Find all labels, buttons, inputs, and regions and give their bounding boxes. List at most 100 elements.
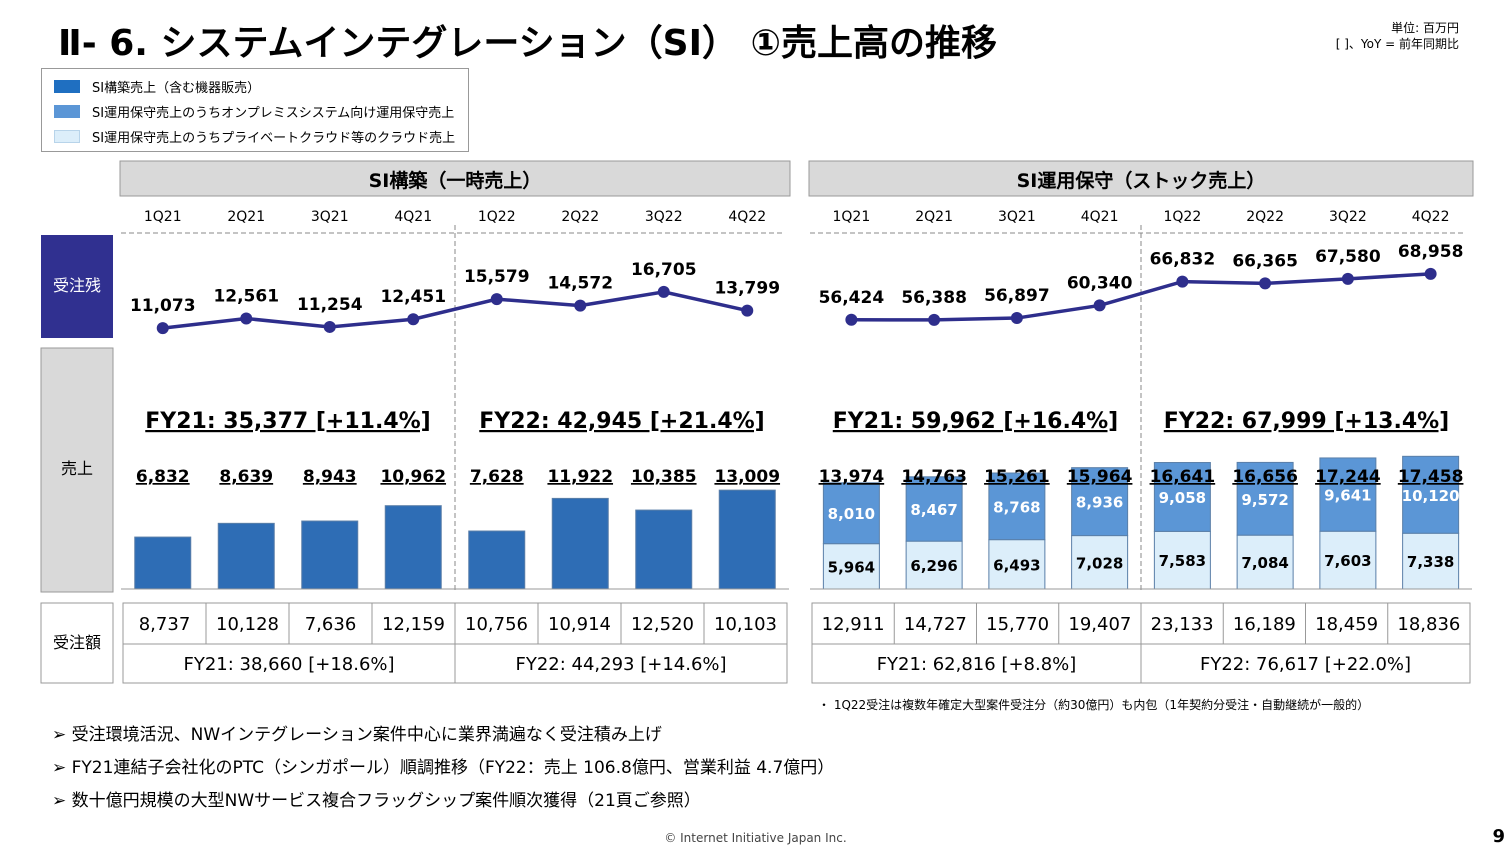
- si-build-quarter-label: 2Q22: [561, 209, 599, 225]
- si-maint-onprem-bar: [1071, 467, 1129, 537]
- si-build-total-label: 8,639: [219, 467, 273, 487]
- si-maint-fy21-sales-label: FY21: 59,962 [+16.4%]: [833, 409, 1118, 434]
- si-build-bar: [301, 520, 359, 590]
- row-label-orders-bg: [40, 602, 114, 684]
- si-build-backlog-point: [156, 322, 169, 335]
- si-build-bar: [635, 509, 693, 590]
- si-build-backlog-point: [574, 299, 587, 312]
- si-build-quarter-label: 4Q21: [394, 209, 432, 225]
- si-build-total-label: 7,628: [470, 467, 524, 487]
- si-build-quarter-label: 4Q22: [728, 209, 766, 225]
- si-build-total-label: 10,385: [631, 467, 697, 487]
- legend-item-onprem: SI運用保守売上のうちオンプレミスシステム向け運用保守売上: [54, 102, 454, 121]
- legend: SI構築売上（含む機器販売） SI運用保守売上のうちオンプレミスシステム向け運用…: [41, 68, 469, 152]
- si-build-orders-cell: 12,159: [382, 614, 445, 635]
- si-build-backlog-label: 12,451: [380, 287, 446, 307]
- si-maint-cloud-bar-value-label: 6,296: [910, 557, 957, 575]
- si-maint-cloud-bar: [1319, 530, 1377, 590]
- row-label-sales-bg: [40, 347, 114, 593]
- si-build-bar: [468, 530, 526, 590]
- si-maint-orders-cell: 15,770: [986, 614, 1049, 635]
- si-maint-orders-cell: 14,727: [904, 614, 967, 635]
- si-maint-orders-cell: 16,189: [1233, 614, 1296, 635]
- si-maint-onprem-bar: [1319, 457, 1377, 532]
- si-maint-quarter-label: 4Q22: [1412, 209, 1450, 225]
- si-maint-onprem-bar: [1402, 455, 1460, 534]
- si-maint-onprem-bar-value-label: 9,641: [1324, 487, 1371, 505]
- si-build-fy21-sales-label: FY21: 35,377 [+11.4%]: [145, 409, 430, 434]
- bullet-3: ➢ 数十億円規模の大型NWサービス複合フラッグシップ案件順次獲得（21頁ご参照）: [52, 791, 701, 811]
- si-build-orders-cell: 10,756: [465, 614, 528, 635]
- si-maint-cloud-bar-value-label: 6,493: [993, 556, 1040, 574]
- si-maint-orders-cell: 23,133: [1151, 614, 1214, 635]
- si-build-quarter-label: 1Q22: [478, 209, 516, 225]
- si-maint-quarter-label: 1Q22: [1164, 209, 1202, 225]
- si-maint-total-label: 16,656: [1232, 467, 1298, 487]
- si-maint-onprem-bar: [822, 482, 880, 545]
- si-maint-backlog-label: 68,958: [1398, 242, 1464, 262]
- si-maint-backlog-point: [1093, 299, 1106, 312]
- legend-item-cloud: SI運用保守売上のうちプライベートクラウド等のクラウド売上: [54, 127, 456, 146]
- si-maint-cloud-bar-value-label: 7,084: [1241, 554, 1288, 572]
- si-build-backlog-label: 11,254: [297, 295, 363, 315]
- si-maint-quarter-label: 2Q22: [1246, 209, 1284, 225]
- si-maint-onprem-bar-value-label: 8,768: [993, 498, 1040, 516]
- si-build-backlog-point: [240, 312, 253, 325]
- legend-label-cloud: SI運用保守売上のうちプライベートクラウド等のクラウド売上: [92, 130, 456, 146]
- si-build-backlog-label: 12,561: [213, 287, 279, 307]
- si-build-orders-fy22: FY22: 44,293 [+14.6%]: [515, 654, 726, 675]
- unit-note: 単位: 百万円 [ ]、YoY = 前年同期比: [1336, 20, 1459, 52]
- si-build-backlog-label: 15,579: [464, 267, 530, 287]
- footnote: ・ 1Q22受注は複数年確定大型案件受注分（約30億円）も内包（1年契約分受注・…: [818, 698, 1370, 712]
- si-build-backlog-point: [407, 313, 420, 326]
- si-build-backlog-label: 16,705: [631, 260, 697, 280]
- si-maint-quarter-label: 3Q22: [1329, 209, 1367, 225]
- si-maint-cloud-bar-value-label: 7,338: [1407, 553, 1454, 571]
- si-maint-cloud-bar-value-label: 7,603: [1324, 552, 1371, 570]
- si-maint-orders-fy22: FY22: 76,617 [+22.0%]: [1200, 654, 1411, 675]
- si-build-total-label: 10,962: [380, 467, 446, 487]
- si-build-quarter-label: 2Q21: [227, 209, 265, 225]
- si-build-total-label: 13,009: [714, 467, 780, 487]
- si-build-quarter-label: 3Q21: [311, 209, 349, 225]
- si-maint-quarter-label: 4Q21: [1081, 209, 1119, 225]
- si-maint-backlog-point: [1259, 277, 1272, 290]
- si-maint-cloud-bar: [1071, 535, 1129, 590]
- row-label-backlog: 受注残: [53, 276, 101, 295]
- row-label-backlog-bg: [41, 235, 113, 338]
- si-maint-backlog-label: 67,580: [1315, 247, 1381, 267]
- si-build-backlog-label: 13,799: [714, 279, 780, 299]
- si-build-backlog-label: 11,073: [130, 296, 196, 316]
- si-maint-orders-cell: 18,836: [1397, 614, 1460, 635]
- si-maint-cloud-bar: [1402, 532, 1460, 590]
- si-maint-backlog-point: [928, 313, 941, 326]
- si-build-bar: [718, 489, 776, 590]
- si-maint-backlog-label: 66,832: [1150, 250, 1216, 270]
- unit-line-1: 単位: 百万円: [1391, 21, 1459, 35]
- si-maint-fy22-sales-label: FY22: 67,999 [+13.4%]: [1164, 409, 1449, 434]
- si-maint-orders-cell: 18,459: [1315, 614, 1378, 635]
- si-build-total-label: 8,943: [303, 467, 357, 487]
- si-maint-backlog-point: [845, 313, 858, 326]
- si-maint-header-bg: [808, 160, 1474, 197]
- row-label-orders: 受注額: [53, 633, 101, 652]
- si-build-backlog-label: 14,572: [547, 274, 613, 294]
- si-maint-onprem-bar-value-label: 8,010: [828, 505, 875, 523]
- si-build-header-bg: [119, 160, 791, 197]
- si-maint-backlog-label: 56,897: [984, 286, 1050, 306]
- si-maint-orders-cell: 12,911: [822, 614, 885, 635]
- si-build-total-label: 6,832: [136, 467, 190, 487]
- si-build-bar: [217, 522, 275, 590]
- si-maint-onprem-bar: [1236, 461, 1294, 536]
- si-build-orders-cell: 12,520: [631, 614, 694, 635]
- si-maint-quarter-label: 2Q21: [915, 209, 953, 225]
- si-maint-total-label: 14,763: [901, 467, 967, 487]
- row-label-sales: 売上: [61, 459, 93, 478]
- legend-label-si: SI構築売上（含む機器販売）: [92, 80, 261, 96]
- si-maint-onprem-bar: [1153, 462, 1211, 532]
- si-maint-total-label: 17,244: [1315, 467, 1381, 487]
- si-build-bar: [551, 497, 609, 590]
- si-build-orders-cell: 10,103: [714, 614, 777, 635]
- si-build-quarter-label: 1Q21: [144, 209, 182, 225]
